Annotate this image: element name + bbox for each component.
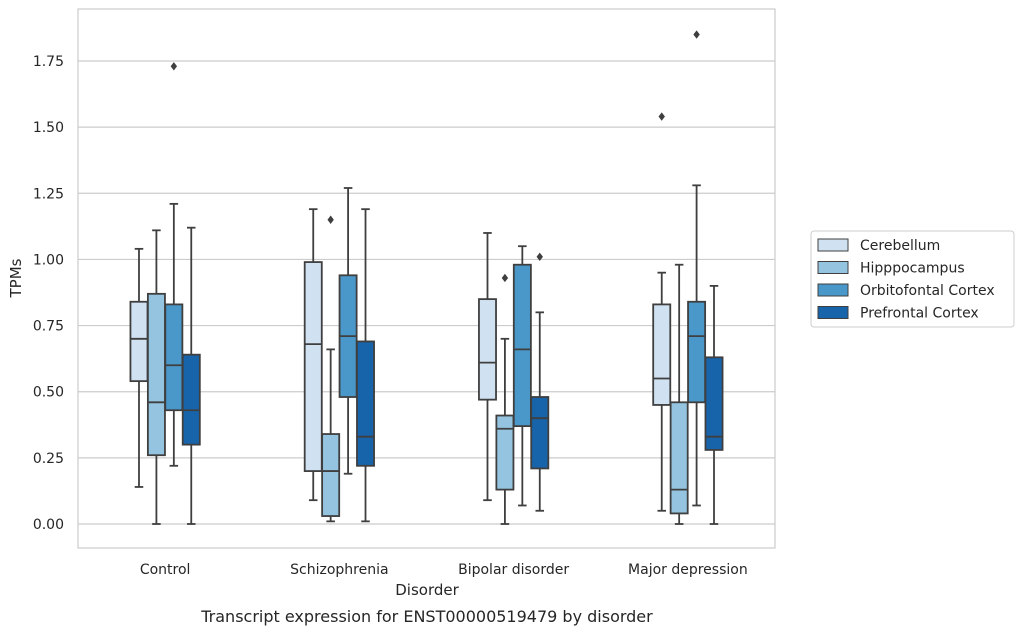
x-axis-label: Disorder [395,581,459,599]
iqr-box [704,356,724,451]
box-orbitofontal-cortex [512,245,532,507]
iqr-box [181,353,201,446]
y-tick-label: 0.00 [33,517,64,533]
box-hipppocampus [669,263,689,525]
iqr-box [164,303,184,412]
legend-swatch [817,238,849,252]
legend-label: Orbitofontal Cortex [860,283,995,299]
y-tick-labels: 0.00 0.25 0.50 0.75 1.00 1.25 1.50 1.75 [33,54,64,533]
y-tick-label: 0.75 [33,319,64,335]
legend-label: Hipppocampus [860,261,965,277]
box-orbitofontal-cortex [687,30,707,507]
legend-label: Cerebellum [860,238,940,254]
x-tick-label: Schizophrenia [290,562,388,578]
box-cerebellum [478,232,497,502]
box-prefrontal-cortex [530,252,550,512]
legend-swatch [817,283,849,297]
box-hipppocampus [321,215,341,523]
outlier-point [170,62,178,71]
box-groups [129,30,724,525]
y-tick-label: 0.50 [33,385,64,401]
iqr-box [512,263,532,428]
box-orbitofontal-cortex [338,187,358,475]
iqr-box [303,261,323,472]
iqr-box [495,414,515,491]
iqr-box [356,340,375,467]
y-tick-label: 1.25 [33,186,64,202]
outlier-point [693,30,700,39]
iqr-box [146,292,166,457]
iqr-box [687,300,707,404]
iqr-box [478,298,497,401]
y-tick-label: 1.50 [33,120,64,136]
box-prefrontal-cortex [704,284,724,525]
legend-swatch [817,261,849,274]
box-prefrontal-cortex [181,226,201,525]
x-tick-label: Control [140,562,191,578]
y-axis-label: TPMs [7,258,25,298]
chart-caption: Transcript expression for ENST0000051947… [200,607,653,626]
box-cerebellum [652,112,672,512]
outlier-point [658,112,665,121]
iqr-box [652,303,672,406]
iqr-box [129,300,149,383]
y-tick-label: 1.00 [33,252,64,268]
box-prefrontal-cortex [356,208,375,523]
y-tick-label: 0.25 [33,451,64,467]
iqr-box [669,401,689,515]
y-tick-label: 1.75 [33,54,64,70]
box-cerebellum [303,208,323,502]
x-tick-label: Major depression [628,562,748,578]
iqr-box [321,433,341,517]
x-tick-labels: Control Schizophrenia Bipolar disorder Majo… [140,562,748,578]
legend-frame [810,230,1015,328]
outlier-point [327,215,334,224]
iqr-box [530,396,550,470]
box-hipppocampus [495,273,515,525]
plot-frame [77,8,776,549]
x-tick-label: Bipolar disorder [458,562,569,578]
legend: Cerebellum Hipppocampus Orbitofontal Corte… [810,230,1015,328]
box-cerebellum [129,247,149,488]
outlier-point [501,273,509,283]
legend-swatch [817,306,849,319]
outlier-point [536,252,543,261]
legend-label: Prefrontal Cortex [860,306,979,322]
